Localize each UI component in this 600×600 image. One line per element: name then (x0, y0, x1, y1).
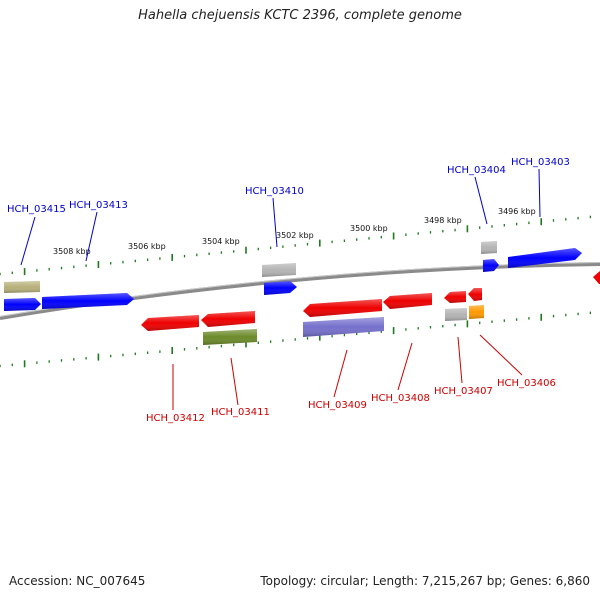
topology-text: Topology: circular; Length: 7,215,267 bp… (260, 574, 590, 588)
label-hch-03404: HCH_03404 (447, 165, 506, 176)
leader-hch-03411 (230, 357, 239, 406)
map-title: Hahella chejuensis KCTC 2396, complete g… (138, 8, 462, 23)
label-hch-03403: HCH_03403 (511, 157, 570, 168)
gene-gray-fwd-2[interactable] (481, 241, 497, 254)
gene-hch-03408[interactable] (383, 293, 432, 309)
label-hch-03410: HCH_03410 (245, 186, 304, 197)
label-leader-lines (20, 168, 541, 410)
reverse-scale-ticks (0, 311, 592, 368)
gene-hch-03413[interactable] (42, 293, 134, 309)
gene-hch-03412[interactable] (141, 315, 199, 331)
leader-hch-03406 (479, 334, 523, 376)
leader-hch-03407 (457, 336, 463, 384)
leader-hch-03408 (397, 342, 413, 391)
forward-genes (4, 241, 582, 311)
kbp-label-3496: 3496 kbp (498, 207, 536, 216)
genome-backbone (0, 262, 600, 320)
leader-hch-03410 (272, 197, 278, 248)
reverse-genes (141, 271, 600, 345)
gene-hch-03411[interactable] (201, 311, 255, 327)
label-hch-03415: HCH_03415 (7, 204, 66, 215)
gene-purple-rev[interactable] (303, 317, 384, 337)
label-hch-03406: HCH_03406 (497, 378, 556, 389)
leader-hch-03404 (474, 176, 488, 225)
label-hch-03407: HCH_03407 (434, 386, 493, 397)
kbp-label-3508: 3508 kbp (53, 247, 91, 256)
label-hch-03412: HCH_03412 (146, 413, 205, 424)
accession-text: Accession: NC_007645 (9, 574, 146, 588)
gene-labels: HCH_03415 HCH_03413 HCH_03410 HCH_03404 … (7, 157, 570, 424)
genome-backbone-highlight (0, 262, 600, 317)
kbp-label-3498: 3498 kbp (424, 216, 462, 225)
leader-hch-03403 (538, 168, 541, 218)
kbp-label-3502: 3502 kbp (276, 231, 314, 240)
label-hch-03409: HCH_03409 (308, 400, 367, 411)
forward-scale-ticks (0, 215, 592, 276)
gene-hch-03415[interactable] (4, 298, 41, 311)
kbp-label-3504: 3504 kbp (202, 237, 240, 246)
gene-hch-03406-upper[interactable] (468, 288, 482, 301)
label-hch-03408: HCH_03408 (371, 393, 430, 404)
gene-gray-fwd-1[interactable] (262, 263, 296, 277)
kbp-scale-labels: 3508 kbp 3506 kbp 3504 kbp 3502 kbp 3500… (53, 207, 536, 256)
gene-red-edge[interactable] (593, 271, 600, 284)
leader-hch-03413 (85, 211, 98, 262)
gene-hch-03409[interactable] (303, 299, 382, 317)
kbp-label-3506: 3506 kbp (128, 242, 166, 251)
gene-olive-fwd[interactable] (4, 281, 40, 293)
leader-hch-03409 (333, 349, 348, 398)
gene-hch-03407[interactable] (445, 308, 467, 321)
label-hch-03413: HCH_03413 (69, 200, 128, 211)
gene-hch-03410[interactable] (264, 281, 297, 295)
label-hch-03411: HCH_03411 (211, 407, 270, 418)
gene-hch-03403[interactable] (508, 248, 582, 268)
gene-hch-03404[interactable] (483, 259, 499, 272)
gene-green-rev[interactable] (203, 329, 257, 345)
kbp-label-3500: 3500 kbp (350, 224, 388, 233)
leader-hch-03415 (20, 216, 36, 266)
gene-hch-03407-upper[interactable] (444, 291, 466, 303)
gene-hch-03406[interactable] (469, 305, 484, 319)
